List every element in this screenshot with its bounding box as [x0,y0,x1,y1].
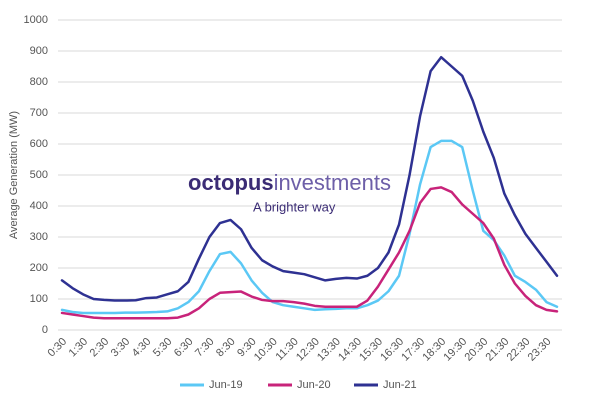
x-tick-label: 1:30 [67,336,91,360]
legend-label: Jun-20 [297,379,331,391]
y-tick-label: 800 [30,76,48,88]
x-tick-label: 4:30 [130,336,154,360]
y-tick-label: 700 [30,107,48,119]
x-tick-label: 13:30 [315,336,343,364]
y-tick-label: 900 [30,45,48,57]
y-tick-label: 600 [30,138,48,150]
x-tick-label: 7:30 [193,336,217,360]
series-line [60,186,559,320]
x-tick-label: 0:30 [46,336,70,360]
x-tick-label: 20:30 [463,336,491,364]
x-tick-label: 15:30 [357,336,385,364]
y-tick-label: 400 [30,200,48,212]
x-tick-label: 8:30 [214,336,238,360]
x-tick-label: 19:30 [441,336,469,364]
x-tick-label: 2:30 [88,336,112,360]
brand-light: investments [274,170,391,195]
brand-logo: octopusinvestments [188,170,391,195]
x-tick-label: 21:30 [484,336,512,364]
x-tick-label: 12:30 [294,336,322,364]
series-line [60,139,559,315]
x-tick-label: 22:30 [505,336,533,364]
brand-bold: octopus [188,170,274,195]
x-tick-label: 14:30 [336,336,364,364]
y-axis-label: Average Generation (MW) [8,111,20,239]
series-line [60,55,559,302]
y-tick-label: 500 [30,169,48,181]
x-tick-label: 17:30 [399,336,427,364]
y-tick-label: 0 [42,324,48,336]
tagline: A brighter way [253,199,336,214]
x-tick-label: 6:30 [172,336,196,360]
x-tick-label: 5:30 [151,336,175,360]
x-tick-label: 16:30 [378,336,406,364]
x-tick-label: 10:30 [252,336,280,364]
legend-label: Jun-19 [209,379,243,391]
y-tick-label: 100 [30,293,48,305]
x-tick-label: 18:30 [420,336,448,364]
y-tick-label: 200 [30,262,48,274]
y-tick-label: 1000 [24,14,48,26]
legend-label: Jun-21 [383,379,417,391]
x-tick-label: 3:30 [109,336,133,360]
y-tick-label: 300 [30,231,48,243]
x-tick-label: 23:30 [526,336,554,364]
